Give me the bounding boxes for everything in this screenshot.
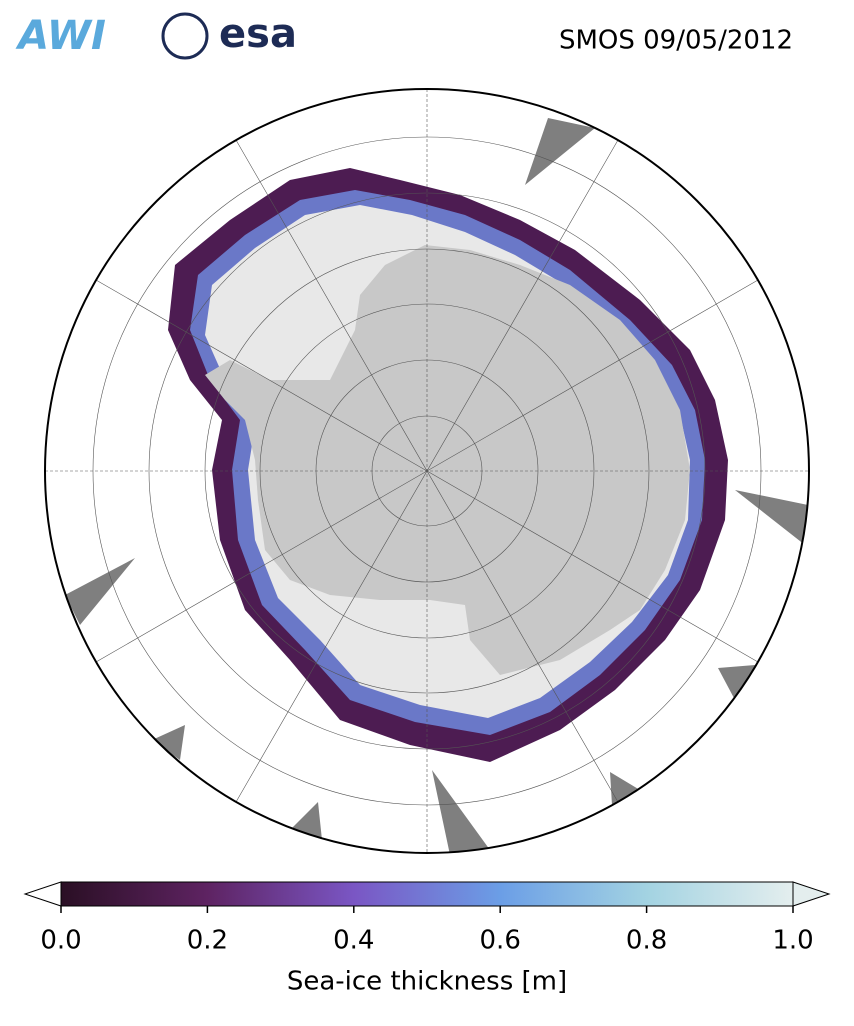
colorbar-frame — [60, 881, 794, 907]
map-title: SMOS 09/05/2012 — [559, 26, 793, 56]
colorbar: Sea-ice thickness [m] 0.0 0.2 0.4 0.6 0.8 1.0 — [23, 881, 831, 997]
colorbar-extend-low — [23, 881, 62, 907]
tick-label: 0.2 — [187, 926, 228, 956]
map-frame — [44, 88, 810, 854]
esa-logo-mark — [161, 12, 209, 60]
continent — [205, 245, 690, 675]
graticule — [45, 89, 809, 853]
map — [45, 89, 809, 853]
colorbar-extend-high — [792, 881, 831, 907]
colorbar-label: Sea-ice thickness [m] — [287, 967, 567, 997]
awi-logo: AWI — [15, 13, 106, 59]
colorbar-fill — [61, 882, 793, 906]
tick-label: 0.0 — [40, 926, 81, 956]
esa-logo: esa — [219, 11, 297, 57]
tick-label: 1.0 — [772, 926, 813, 956]
tick-label: 0.4 — [333, 926, 374, 956]
tick-label: 0.6 — [480, 926, 521, 956]
tick-label: 0.8 — [626, 926, 667, 956]
